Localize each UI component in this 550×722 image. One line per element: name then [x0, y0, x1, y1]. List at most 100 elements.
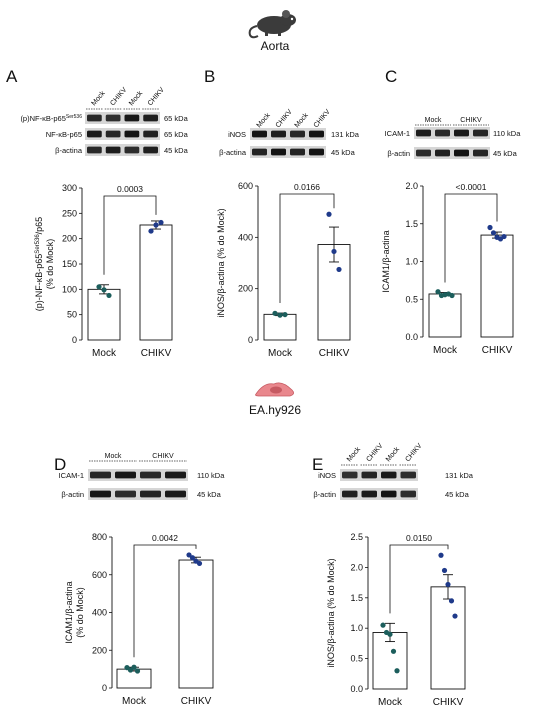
bar-chart: 0 200 400 600 800 ICAM1/β-actina (% do Mock) Mo… [64, 532, 214, 707]
category-label: CHIKV [319, 348, 350, 359]
blot-image [88, 488, 188, 500]
data-point [153, 222, 159, 228]
y-axis-title-line2: (% do Mock) [75, 587, 85, 638]
lane-label: Mock [294, 112, 310, 130]
y-tick-label: 150 [62, 259, 77, 269]
data-point [282, 311, 288, 318]
blot-image-band-4 [143, 146, 158, 154]
blot-image [88, 469, 188, 481]
blot-image-band-3 [140, 490, 161, 498]
p-value: 0.0042 [152, 533, 178, 543]
blot-image-band-4 [143, 114, 158, 122]
data-point [394, 668, 400, 674]
lane-label: CHIKV [109, 86, 128, 107]
blot-image-band-1 [87, 146, 102, 154]
data-point [134, 668, 141, 674]
blot-image-band-2 [361, 490, 377, 498]
aorta-label: Aorta [261, 39, 290, 53]
blot-image-band-4 [309, 148, 324, 156]
data-point [331, 248, 337, 255]
category-label: Mock [122, 696, 147, 707]
blot-image-band-2 [271, 148, 286, 156]
kda-label: 110 kDa [493, 129, 521, 138]
y-tick-label: 50 [67, 310, 77, 320]
data-point [380, 622, 386, 628]
kda-label: 65 kDa [164, 130, 189, 139]
lane-label: Mock [385, 446, 401, 464]
data-point [438, 552, 444, 558]
kda-label: 45 kDa [331, 148, 356, 157]
bar-chart: 0 200 400 600 iNOS/β-actina (% do Mock) Mock C… [216, 181, 351, 359]
bar [178, 559, 214, 689]
lane-label: CHIKV [147, 86, 166, 107]
kda-label: 110 kDa [197, 471, 225, 480]
panel-letter: C [385, 67, 397, 86]
data-point [336, 266, 342, 273]
lane-label: Mock [256, 112, 272, 130]
data-point [435, 289, 441, 295]
y-tick-label: 100 [62, 284, 77, 294]
panel-d: D Mock CHIKV ICAM-1 110 kDa β-actin 45 kDa 0 200… [54, 453, 225, 707]
bar-chart: 0.0 0.5 1.0 1.5 2.0 ICAM1/β-actina Mock CHIKV <0… [381, 181, 514, 356]
y-tick-label: 2.0 [350, 562, 363, 572]
blot-image-band-1 [342, 471, 358, 479]
blot-label: β-actina [219, 148, 247, 157]
blot-image [340, 469, 418, 481]
y-tick-label: 600 [92, 570, 107, 580]
bar [87, 288, 121, 341]
kda-label: 45 kDa [445, 490, 470, 499]
y-tick-label: 1.5 [405, 219, 418, 229]
blot-image-band-3 [124, 146, 140, 154]
lane-label: CHIKV [460, 117, 482, 124]
category-label: Mock [378, 697, 403, 708]
data-point [189, 555, 196, 561]
p-value: 0.0150 [406, 533, 432, 543]
y-axis-title: iNOS/β-actina (% do Mock) [216, 208, 226, 317]
data-point [96, 284, 102, 290]
blot-image [414, 147, 490, 159]
blot-label: ICAM-1 [385, 129, 410, 138]
blot-image-band-4 [143, 130, 158, 138]
eahy926-label: EA.hy926 [249, 403, 301, 417]
blot-label: (p)NF-κB-p65Ser536 [20, 114, 82, 123]
lane-label: Mock [346, 446, 362, 464]
kda-label: 131 kDa [331, 130, 360, 139]
blot-image-band-1 [252, 130, 267, 138]
blot-label: iNOS [228, 130, 246, 139]
kda-label: 131 kDa [445, 471, 474, 480]
y-tick-label: 0 [72, 335, 77, 345]
blot-image-band-3 [290, 148, 305, 156]
y-axis-title: iNOS/β-actina (% do Mock) [326, 558, 336, 667]
data-point [448, 598, 455, 604]
p-value: 0.0166 [294, 182, 320, 192]
data-point [277, 312, 283, 318]
y-tick-label: 0.5 [405, 294, 418, 304]
data-point [445, 581, 451, 588]
lane-label: CHIKV [404, 442, 423, 463]
blot-image-band-1 [252, 148, 267, 156]
panel-letter: B [204, 67, 215, 86]
data-point [390, 648, 397, 654]
lane-label: CHIKV [365, 442, 384, 463]
y-tick-label: 250 [62, 208, 77, 218]
y-tick-label: 0.0 [350, 684, 363, 694]
blot-image-band-4 [165, 490, 186, 498]
category-label: CHIKV [482, 345, 513, 356]
blot-label: β-actin [61, 490, 84, 499]
blot-image-band-2 [105, 114, 121, 122]
blot-image-band-3 [124, 130, 140, 138]
data-point [449, 292, 455, 299]
data-point [326, 211, 332, 217]
category-label: Mock [92, 348, 117, 359]
blot-image [414, 127, 490, 139]
blot-image-band-1 [87, 114, 102, 122]
blot-image-band-3 [381, 471, 397, 479]
blot-image-band-2 [115, 490, 136, 498]
y-tick-label: 600 [238, 181, 253, 191]
blot-image-band-4 [165, 471, 186, 479]
y-tick-label: 300 [62, 183, 77, 193]
lane-label: CHIKV [275, 108, 294, 129]
y-axis-title: ICAM1/β-actina [64, 581, 74, 643]
blot-image-band-4 [473, 129, 488, 137]
